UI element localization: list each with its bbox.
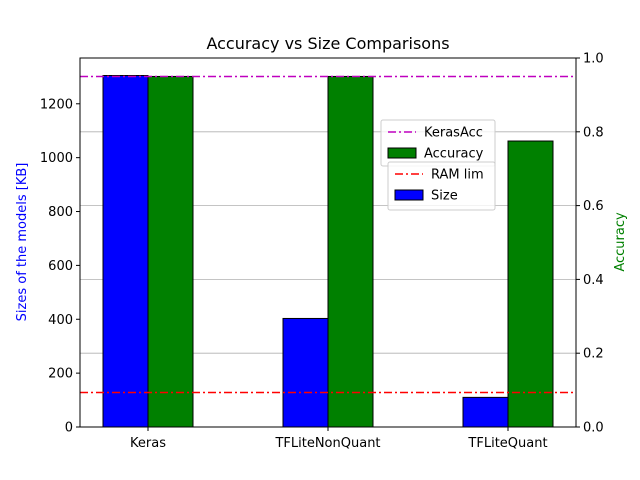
legend-swatch-accuracy [387,147,417,159]
right-tick-label-4: 0.8 [583,125,604,140]
right-tick-label-0: 0.0 [583,421,604,436]
legend-label-ram-lim: RAM lim [431,168,484,183]
bar-accuracy-2 [507,140,554,428]
right-tick-label-2: 0.4 [583,273,604,288]
legend-layer: KerasAcc Accuracy RAM lim Size [380,119,496,211]
right-tick-label-1: 0.2 [583,347,604,362]
left-tick-label-3: 600 [48,259,73,274]
bar-size-2 [462,396,509,428]
x-tick-label-1: TFLiteNonQuant [274,436,380,451]
left-axis-label: Sizes of the models [KB] [15,163,30,322]
ticks-layer: 0 200 400 600 800 1000 1200 0.0 0.2 0.4 0.6 0.8 1.0 K… [40,52,604,452]
left-tick-label-5: 1000 [40,151,73,166]
x-tick-label-0: Keras [130,436,166,451]
chart-title: Accuracy vs Size Comparisons [206,34,449,53]
right-tick-label-5: 1.0 [583,52,604,67]
bar-accuracy-0 [147,75,194,428]
left-tick-label-4: 800 [48,205,73,220]
legend-swatch-size [394,189,424,201]
legend-label-kerasacc: KerasAcc [424,126,483,141]
legend-label-accuracy: Accuracy [424,147,484,162]
right-tick-label-3: 0.6 [583,199,604,214]
legend-label-size: Size [431,189,458,204]
bar-accuracy-1 [327,75,374,428]
left-tick-label-1: 200 [48,367,73,382]
bars-layer [102,75,554,428]
x-tick-label-2: TFLiteQuant [467,436,547,451]
left-tick-label-2: 400 [48,313,73,328]
bar-size-1 [282,317,329,428]
left-tick-label-6: 1200 [40,97,73,112]
left-tick-label-0: 0 [65,421,73,436]
reference-lines-layer [80,75,576,394]
right-axis-label: Accuracy [613,212,628,272]
bar-size-0 [102,75,149,428]
